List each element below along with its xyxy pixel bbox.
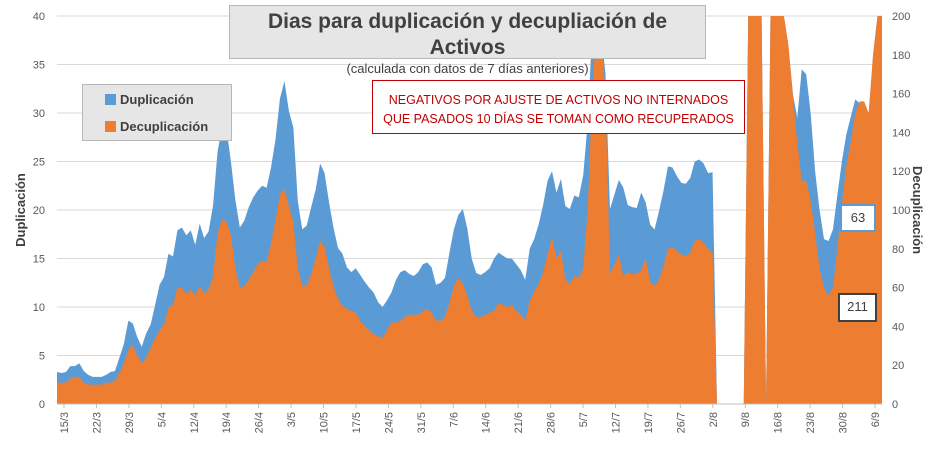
x-tick-label: 7/6 [448, 412, 460, 427]
annotation-line-1: NEGATIVOS POR AJUSTE DE ACTIVOS NO INTER… [388, 93, 729, 107]
right-tick-label: 200 [892, 11, 910, 23]
left-tick-label: 25 [33, 157, 45, 169]
legend-swatch-decuplicacion [105, 121, 116, 132]
x-tick-label: 26/7 [675, 412, 687, 433]
legend: Duplicación Decuplicación [82, 84, 232, 141]
right-tick-label: 100 [892, 205, 910, 217]
x-tick-label: 28/6 [546, 412, 558, 433]
x-tick-label: 30/8 [838, 412, 850, 433]
x-tick-label: 2/8 [708, 412, 720, 427]
right-tick-label: 120 [892, 166, 910, 178]
x-tick-label: 3/5 [286, 412, 298, 427]
legend-swatch-duplicacion [105, 94, 116, 105]
right-tick-label: 140 [892, 127, 910, 139]
left-axis-title: Duplicación [13, 173, 28, 247]
x-tick-label: 12/7 [610, 412, 622, 433]
annotation-note: NEGATIVOS POR AJUSTE DE ACTIVOS NO INTER… [372, 80, 745, 134]
x-tick-label: 26/4 [254, 412, 266, 433]
left-tick-label: 35 [33, 60, 45, 72]
x-tick-label: 23/8 [805, 412, 817, 433]
x-tick-label: 21/6 [513, 412, 525, 433]
annotation-line-2: QUE PASADOS 10 DÍAS SE TOMAN COMO RECUPE… [383, 112, 734, 126]
right-tick-label: 180 [892, 50, 910, 62]
x-tick-label: 6/9 [870, 412, 882, 427]
x-tick-label: 10/5 [319, 412, 331, 433]
left-tick-label: 30 [33, 108, 45, 120]
x-tick-label: 5/4 [156, 412, 168, 427]
left-tick-label: 5 [39, 351, 45, 363]
x-tick-label: 14/6 [481, 412, 493, 433]
x-tick-label: 17/5 [351, 412, 363, 433]
x-tick-label: 5/7 [578, 412, 590, 427]
left-tick-label: 40 [33, 11, 45, 23]
right-tick-label: 40 [892, 321, 904, 333]
left-axis-ticks: 0 5 10 15 20 25 30 35 40 [33, 11, 45, 411]
left-tick-label: 20 [33, 205, 45, 217]
left-tick-label: 0 [39, 399, 45, 411]
x-tick-label: 9/8 [740, 412, 752, 427]
left-tick-label: 10 [33, 302, 45, 314]
x-tick-label: 31/5 [416, 412, 428, 433]
x-tick-label: 16/8 [773, 412, 785, 433]
chart-subtitle: (calculada con datos de 7 días anteriore… [346, 61, 589, 76]
data-label-duplicacion: 63 [840, 204, 876, 232]
x-tick-label: 22/3 [91, 412, 103, 433]
x-tick-label: 12/4 [189, 412, 201, 433]
legend-item-duplicacion: Duplicación [105, 92, 194, 107]
data-label-decuplicacion: 211 [838, 293, 877, 322]
x-tick-label: 29/3 [124, 412, 136, 433]
x-tick-label: 24/5 [383, 412, 395, 433]
x-tick-label: 19/4 [221, 412, 233, 433]
right-tick-label: 80 [892, 244, 904, 256]
legend-item-decuplicacion: Decuplicación [105, 119, 208, 134]
area-decuplicacin [57, 16, 882, 404]
right-tick-label: 60 [892, 283, 904, 295]
legend-label-duplicacion: Duplicación [120, 92, 194, 107]
right-tick-label: 20 [892, 360, 904, 372]
left-tick-label: 15 [33, 254, 45, 266]
area-series [57, 16, 882, 404]
chart-title-box: Dias para duplicación y decupliación de … [229, 5, 706, 76]
right-axis-title: Decuplicación [910, 166, 925, 254]
x-tick-label: 15/3 [59, 412, 71, 433]
right-axis-ticks: 0 20 40 60 80 100 120 140 160 180 200 [892, 11, 910, 411]
x-tick-label: 19/7 [643, 412, 655, 433]
legend-label-decuplicacion: Decuplicación [120, 119, 209, 134]
right-tick-label: 160 [892, 89, 910, 101]
right-tick-label: 0 [892, 399, 898, 411]
x-axis-ticks: 15/3 22/3 29/3 5/4 12/4 19/4 26/4 3/5 10/5 17/5 24… [59, 404, 882, 433]
chart-title: Dias para duplicación y decupliación de … [267, 10, 668, 59]
